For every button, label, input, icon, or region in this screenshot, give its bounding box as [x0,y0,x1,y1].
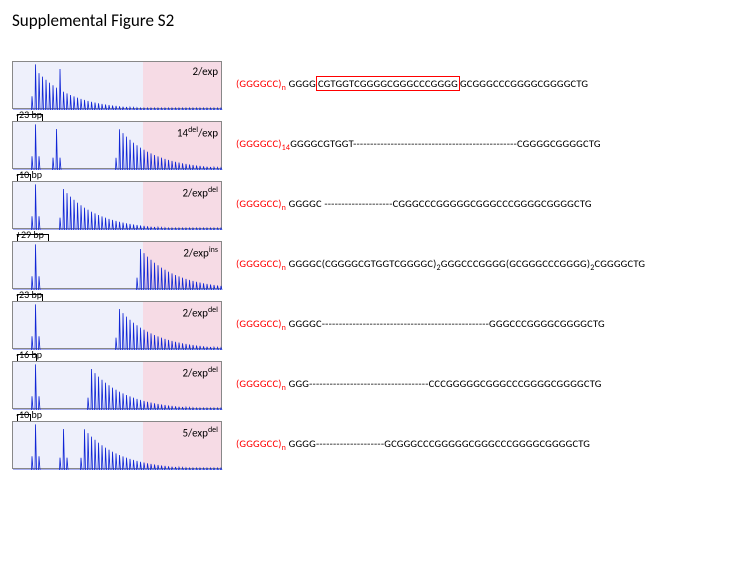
repeat-prefix: (GGGGCC)n [236,257,286,270]
sequence-text: (GGGGCC)14GGGGCGTGGT--------------------… [222,137,726,153]
bp-bracket [17,354,37,361]
bp-bracket [17,414,31,421]
figure-rows: 2/exp (GGGGCC)n GGGGCGTGGTCGGGGCGGGCCCGGG… [12,59,726,471]
repeat-prefix: (GGGGCC)n [236,77,286,90]
genotype-label: 2/expdel [182,185,218,200]
genotype-label: 5/expdel [182,425,218,440]
sequence-text: (GGGGCC)n GGGGC-------------------------… [222,317,726,333]
sequence-segment: GGGGC-----------------------------------… [286,317,605,330]
bp-bracket [17,174,31,181]
chromatogram-panel: -23 bp2/expdel [12,301,222,349]
repeat-prefix: (GGGGCC)n [236,377,286,390]
figure-row: -10 bp2/expdel(GGGGCC)n GGGGC ----------… [12,179,726,231]
figure-row: 2/exp (GGGGCC)n GGGGCGTGGTCGGGGCGGGCCCGGG… [12,59,726,111]
repeat-prefix: (GGGGCC)n [236,197,286,210]
highlighted-sequence: CGTGGTCGGGGCGGGCCCGGGG [316,76,460,91]
chromatogram-panel: -10 bp2/expdel [12,181,222,229]
chromatogram-trace [13,62,221,108]
sequence-segment: GGG-----------------------------------CC… [286,377,601,390]
sequence-segment: GGGG [286,77,316,90]
figure-title: Supplemental Figure S2 [12,10,726,31]
figure-row: -16 bp2/expdel(GGGGCC)n GGG-------------… [12,359,726,411]
genotype-label: 2/exp [193,65,218,78]
chromatogram-panel: -16 bp2/expdel [12,361,222,409]
repeat-prefix: (GGGGCC)n [236,317,286,330]
sequence-segment: GCGGGCCCGGGGCGGGGCTG [460,77,588,90]
sequence-text: (GGGGCC)n GGGGCGTGGTCGGGGCGGGCCCGGGGGCGG… [222,77,726,93]
sequence-segment: GGGG--------------------GCGGGCCCGGGGGCGG… [286,437,590,450]
chromatogram-panel: -10 bp5/expdel [12,421,222,469]
chromatogram-panel: 2/exp [12,61,222,109]
chromatogram-panel: -23 bp14del/exp [12,121,222,169]
figure-row: -23 bp14del/exp(GGGGCC)14GGGGCGTGGT-----… [12,119,726,171]
figure-row: -23 bp2/expdel(GGGGCC)n GGGGC-----------… [12,299,726,351]
bp-bracket [17,114,43,121]
genotype-label: 2/expdel [182,305,218,320]
sequence-text: (GGGGCC)n GGGG--------------------GCGGGC… [222,437,726,453]
repeat-prefix: (GGGGCC)n [236,437,286,450]
figure-row: +29 bp2/expins(GGGGCC)n GGGGC(CGGGGCGTGG… [12,239,726,291]
sequence-segment: GGGGC --------------------CGGGCCCGGGGGCG… [286,197,592,210]
repeat-prefix: (GGGGCC)14 [236,137,290,150]
sequence-segment: GGGGCGTGGT------------------------------… [290,137,600,150]
sequence-text: (GGGGCC)n GGGGC --------------------CGGG… [222,197,726,213]
bp-bracket [17,294,43,301]
genotype-label: 14del/exp [177,125,218,140]
sequence-segment: GGGGC(CGGGGCGTGGTCGGGGC)2GGGCCCGGGG(GCGG… [286,257,645,270]
genotype-label: 2/expdel [182,365,218,380]
genotype-label: 2/expins [183,245,218,260]
sequence-text: (GGGGCC)n GGG---------------------------… [222,377,726,393]
sequence-text: (GGGGCC)n GGGGC(CGGGGCGTGGTCGGGGC)2GGGCC… [222,257,726,273]
chromatogram-panel: +29 bp2/expins [12,241,222,289]
bp-bracket [17,234,49,241]
figure-row: -10 bp5/expdel(GGGGCC)n GGGG------------… [12,419,726,471]
